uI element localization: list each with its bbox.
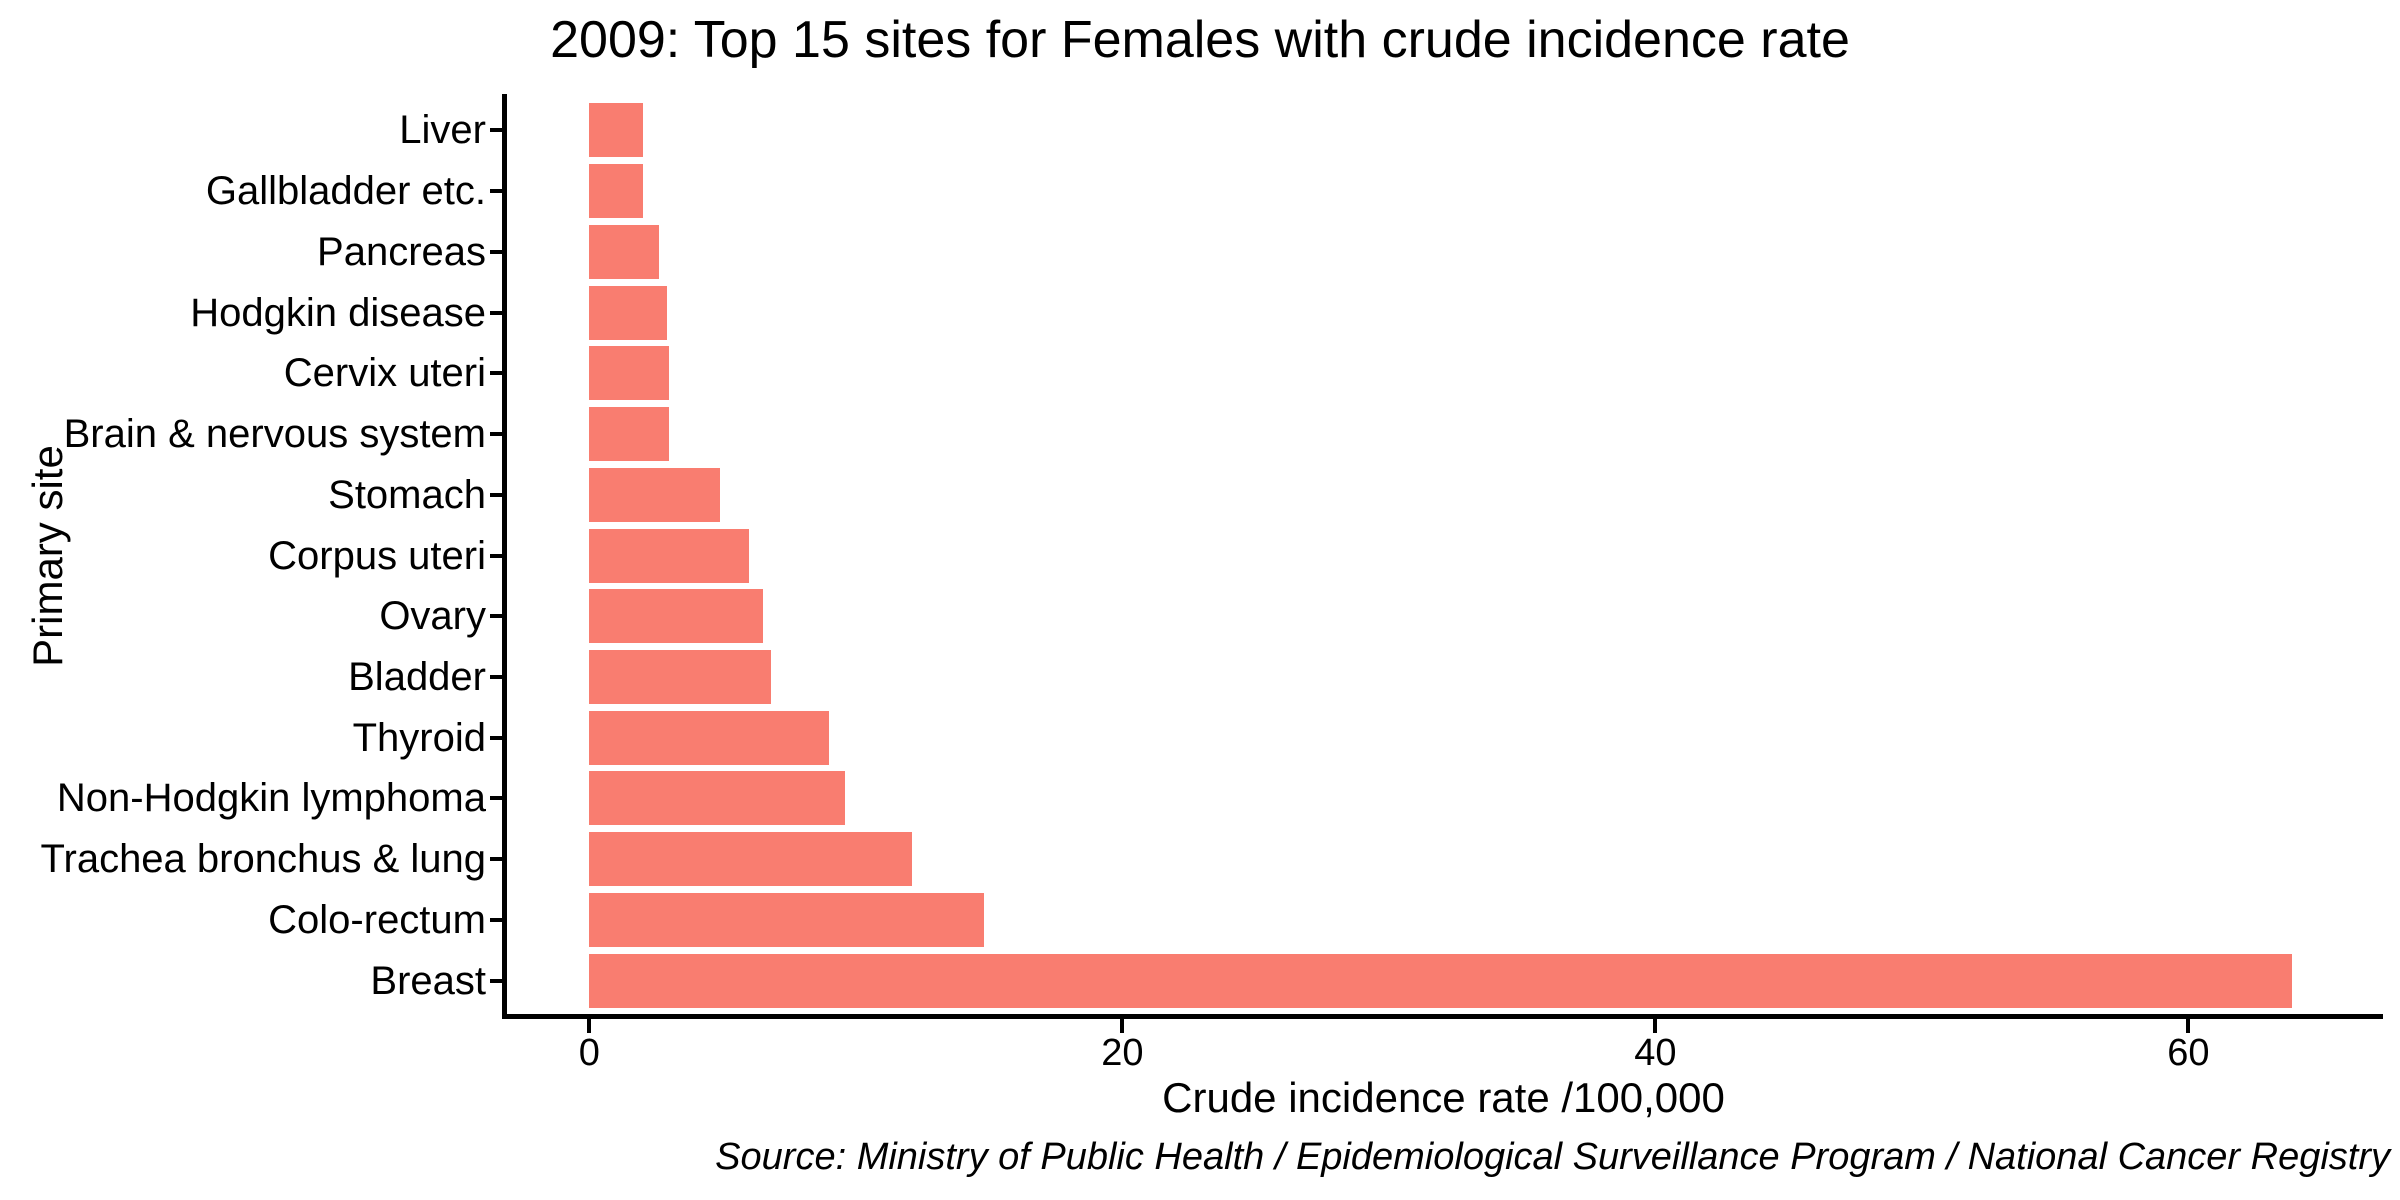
bar-colo-rectum: [589, 892, 984, 947]
y-tick-label-thyroid: Thyroid: [352, 715, 486, 760]
y-tick-label-liver: Liver: [399, 108, 486, 153]
y-tick-label-ovary: Ovary: [379, 594, 486, 639]
x-tick-mark-40: [1653, 1019, 1658, 1033]
y-tick-label-non-hodgkin-lymphoma: Non-Hodgkin lymphoma: [56, 776, 486, 821]
bar-stomach: [589, 467, 720, 522]
y-tick-label-colo-rectum: Colo-rectum: [268, 897, 486, 942]
x-tick-label-0: 0: [578, 1032, 600, 1074]
y-tick-mark-hodgkin-disease: [490, 310, 503, 315]
bar-corpus-uteri: [589, 528, 750, 583]
y-tick-label-gallbladder-etc: Gallbladder etc.: [205, 169, 486, 214]
x-tick-label-40: 40: [1634, 1032, 1677, 1074]
y-tick-mark-trachea-bronchus-lung: [490, 857, 503, 862]
x-axis-title: Crude incidence rate /100,000: [1162, 1074, 1725, 1121]
y-tick-mark-corpus-uteri: [490, 553, 503, 558]
y-tick-mark-liver: [490, 128, 503, 133]
y-tick-mark-cervix-uteri: [490, 371, 503, 376]
y-tick-label-corpus-uteri: Corpus uteri: [268, 533, 486, 578]
x-tick-label-60: 60: [2167, 1032, 2210, 1074]
x-tick-label-20: 20: [1101, 1032, 1144, 1074]
x-tick-mark-60: [2186, 1019, 2191, 1033]
y-tick-label-pancreas: Pancreas: [317, 229, 486, 274]
y-tick-mark-pancreas: [490, 249, 503, 254]
bar-breast: [589, 953, 2293, 1008]
bar-bladder: [589, 649, 771, 704]
bar-thyroid: [589, 710, 830, 765]
y-tick-label-hodgkin-disease: Hodgkin disease: [190, 290, 486, 335]
y-tick-mark-non-hodgkin-lymphoma: [490, 796, 503, 801]
bar-liver: [589, 103, 643, 158]
y-tick-label-cervix-uteri: Cervix uteri: [283, 351, 486, 396]
y-tick-mark-brain-nervous-system: [490, 432, 503, 437]
x-tick-mark-20: [1120, 1019, 1125, 1033]
y-tick-label-stomach: Stomach: [328, 472, 486, 517]
y-tick-mark-ovary: [490, 614, 503, 619]
bar-pancreas: [589, 224, 659, 279]
y-tick-label-trachea-bronchus-lung: Trachea bronchus & lung: [40, 837, 486, 882]
y-tick-label-bladder: Bladder: [348, 654, 486, 699]
bar-cervix-uteri: [589, 346, 670, 401]
bar-gallbladder-etc: [589, 164, 643, 219]
x-axis-line: [502, 1014, 2383, 1019]
y-tick-mark-gallbladder-etc: [490, 189, 503, 194]
y-tick-mark-thyroid: [490, 735, 503, 740]
y-tick-label-breast: Breast: [370, 958, 486, 1003]
y-axis-line: [502, 94, 507, 1019]
bar-brain-nervous-system: [589, 407, 670, 462]
y-tick-mark-colo-rectum: [490, 917, 503, 922]
bar-trachea-bronchus-lung: [589, 832, 912, 887]
y-tick-mark-breast: [490, 978, 503, 983]
bar-hodgkin-disease: [589, 285, 667, 340]
bar-ovary: [589, 589, 763, 644]
bar-non-hodgkin-lymphoma: [589, 771, 846, 826]
y-tick-mark-bladder: [490, 674, 503, 679]
chart-title: 2009: Top 15 sites for Females with crud…: [550, 11, 1850, 69]
x-tick-mark-0: [587, 1019, 592, 1033]
y-tick-mark-stomach: [490, 492, 503, 497]
source-caption: Source: Ministry of Public Health / Epid…: [715, 1136, 2390, 1178]
y-tick-label-brain-nervous-system: Brain & nervous system: [63, 412, 486, 457]
